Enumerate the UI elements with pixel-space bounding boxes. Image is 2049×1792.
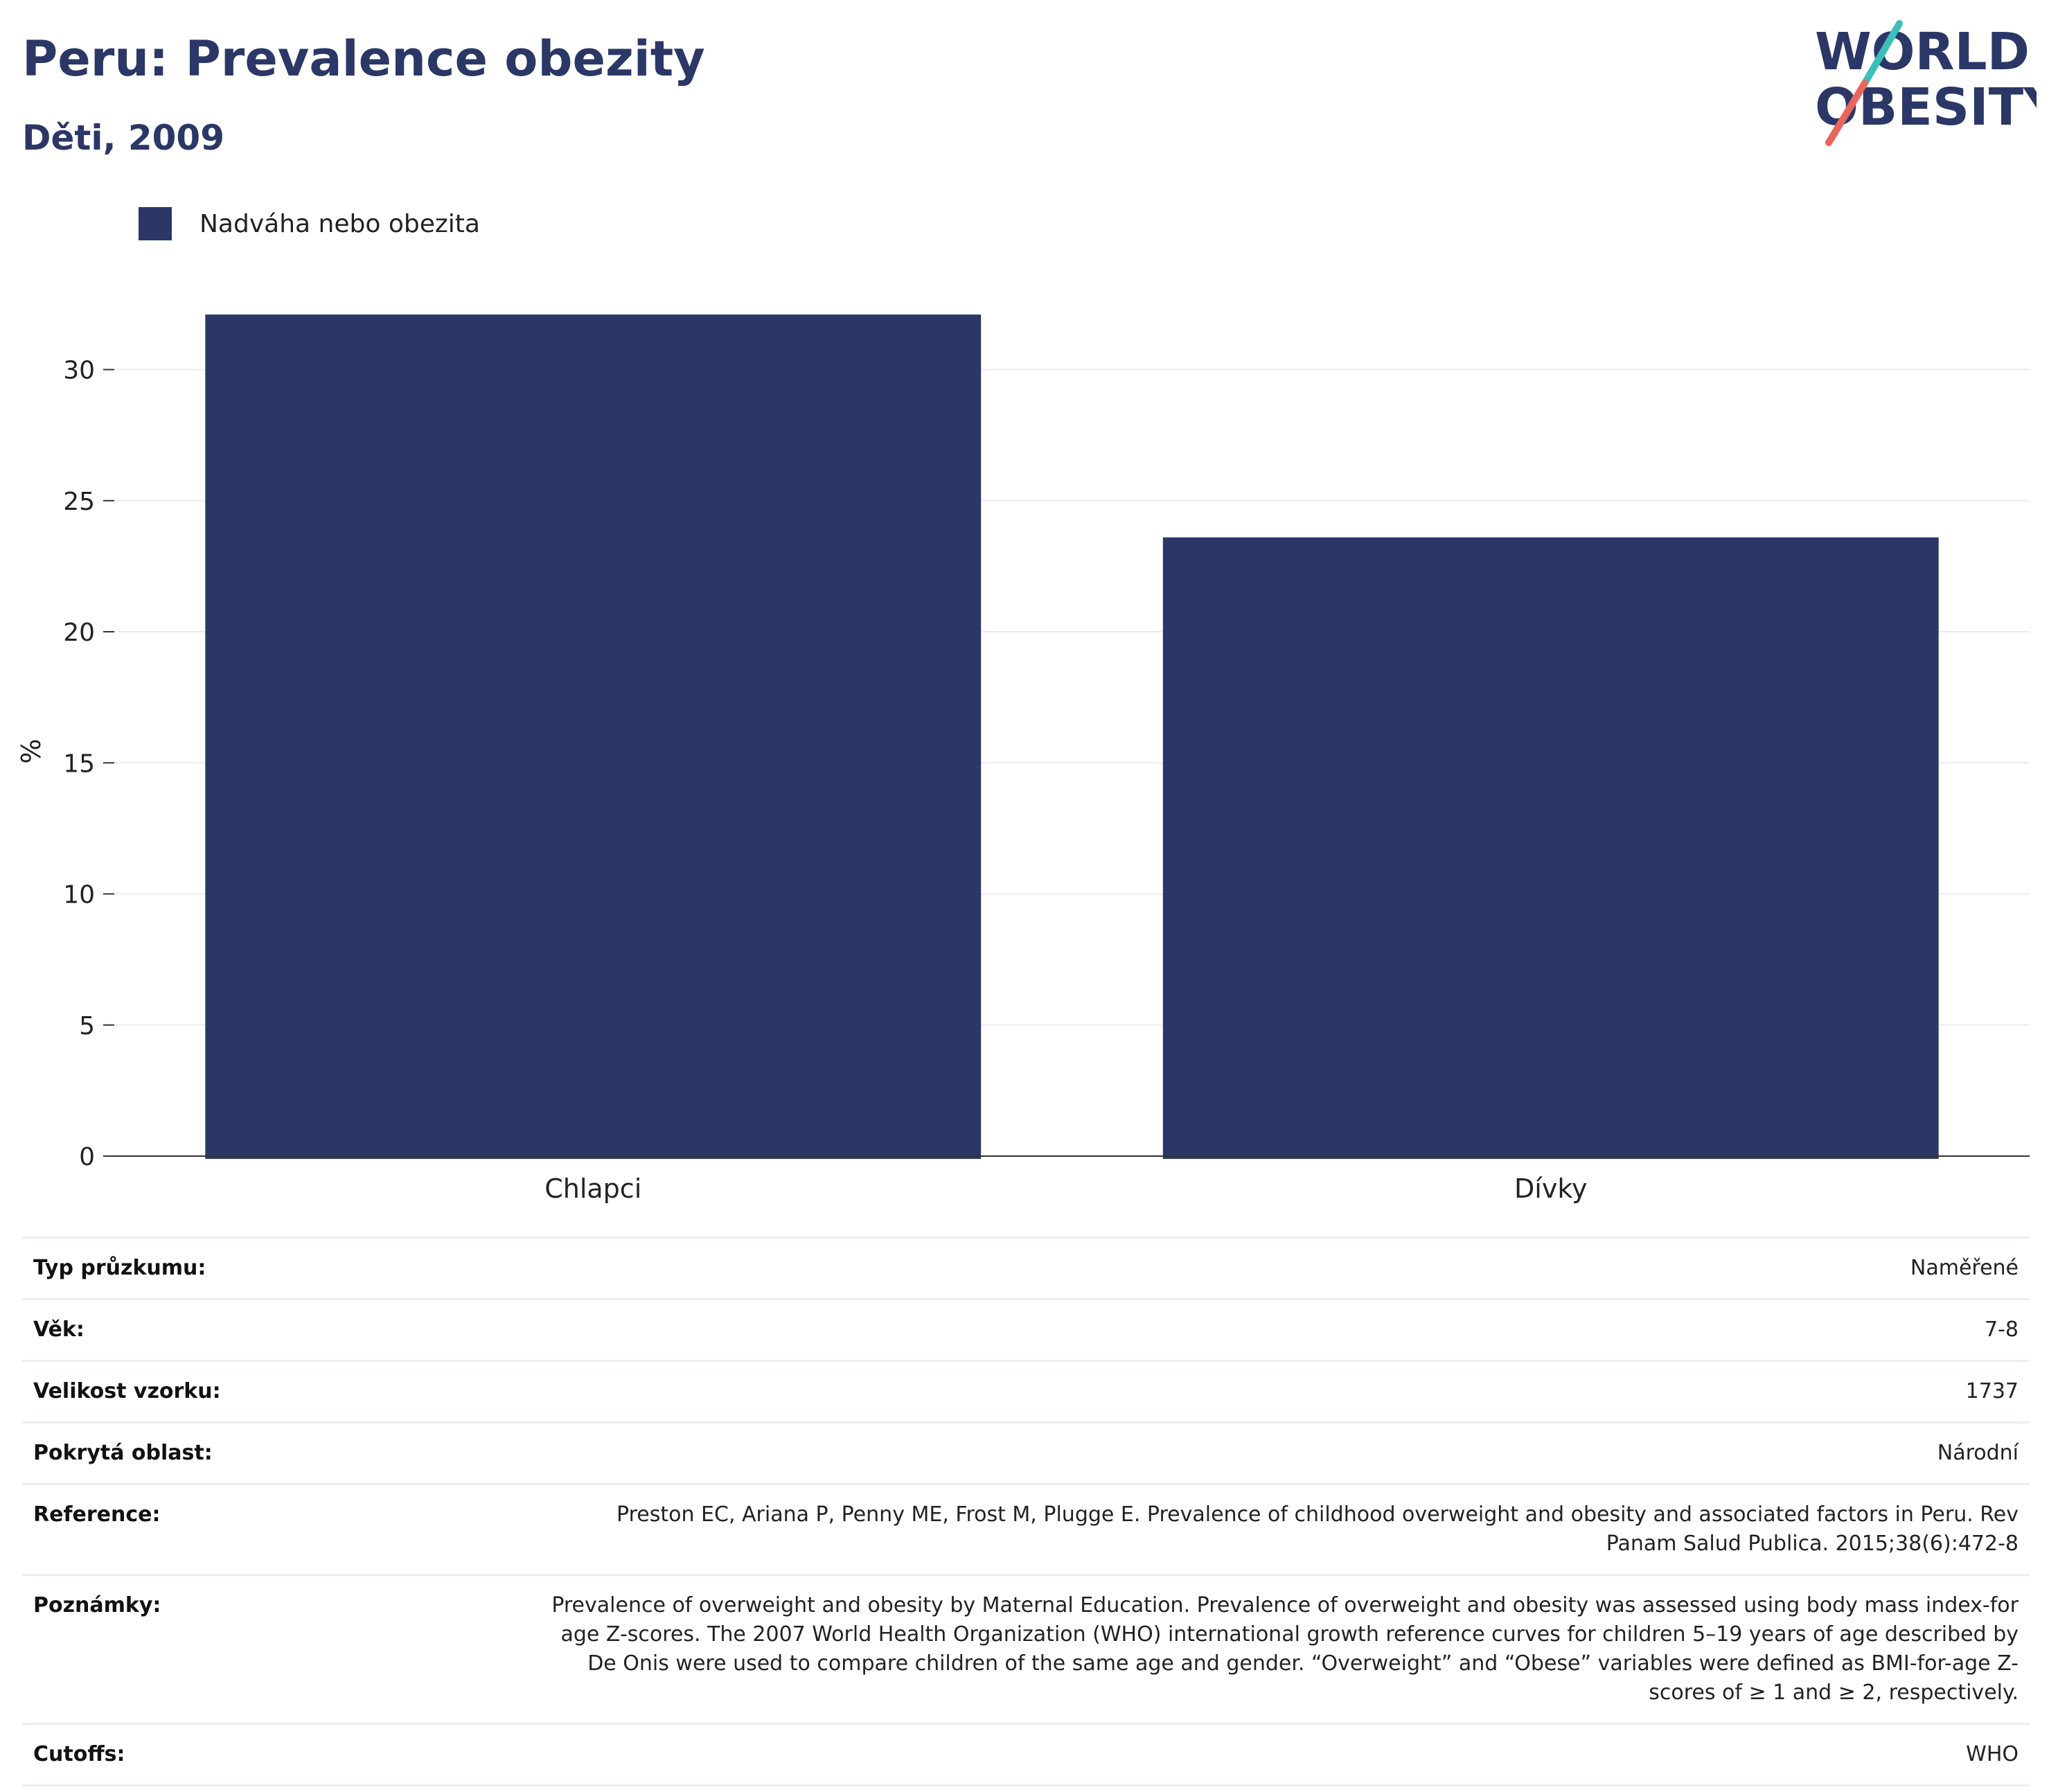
logo-text-world: WORLD — [1815, 22, 2030, 82]
y-tick-label: 30 — [63, 357, 95, 385]
info-value: 7-8 — [1985, 1318, 2019, 1342]
info-label: Poznámky: — [33, 1593, 161, 1617]
y-tick-label: 15 — [63, 749, 95, 778]
legend[interactable]: Nadváha nebo obezita — [139, 206, 480, 241]
y-tick-label: 25 — [63, 488, 95, 516]
info-label: Věk: — [33, 1318, 85, 1342]
info-value: Prevalence of overweight and obesity by … — [551, 1593, 2019, 1705]
info-row: Věk: 7-8 — [22, 1299, 2030, 1361]
info-value: 1737 — [1965, 1379, 2019, 1403]
page-subtitle: Děti, 2009 — [22, 118, 225, 158]
info-value: WHO — [1966, 1742, 2019, 1766]
info-value: Národní — [1937, 1441, 2019, 1465]
info-label: Cutoffs: — [33, 1742, 125, 1766]
info-row: Pokrytá oblast: Národní — [22, 1422, 2030, 1484]
info-label: Reference: — [33, 1502, 161, 1527]
world-obesity-logo: WORLD OBESITY — [1815, 20, 2037, 146]
y-axis-title: % — [16, 738, 46, 763]
bar-2[interactable] — [1162, 537, 1939, 1159]
info-row: Reference: Preston EC, Ariana P, Penny ME… — [22, 1484, 2030, 1575]
x-axis-ticks: Chlapci Dívky — [544, 1173, 1587, 1204]
info-label: Pokrytá oblast: — [33, 1441, 213, 1465]
info-label: Velikost vzorku: — [33, 1379, 221, 1403]
info-value: Naměřené — [1910, 1256, 2019, 1280]
x-tick-label: Chlapci — [544, 1173, 641, 1204]
bars — [205, 314, 1939, 1160]
bar-1[interactable] — [205, 314, 982, 1160]
info-label: Typ průzkumu: — [33, 1256, 206, 1280]
x-tick-label: Dívky — [1514, 1173, 1587, 1204]
y-tick-label: 20 — [63, 619, 95, 647]
legend-swatch — [139, 207, 172, 240]
info-row: Velikost vzorku: 1737 — [22, 1360, 2030, 1423]
logo-slash-red — [1825, 80, 1868, 146]
y-axis-ticks: 0 5 10 15 20 25 30 — [63, 357, 114, 1171]
y-tick-label: 5 — [79, 1012, 95, 1040]
bar-chart: 0 5 10 15 20 25 30 Chlapci Dívky % — [16, 314, 2030, 1204]
info-row: Cutoffs: WHO — [22, 1723, 2030, 1786]
logo-slash-teal — [1861, 20, 1903, 87]
info-row: Poznámky: Prevalence of overweight and ob… — [22, 1574, 2030, 1724]
info-row: Typ průzkumu: Naměřené — [22, 1237, 2030, 1299]
page-title: Peru: Prevalence obezity — [22, 30, 705, 87]
info-table: Typ průzkumu: Naměřené Věk: 7-8 Velikost vzo… — [22, 1236, 2030, 1786]
y-tick-label: 0 — [79, 1143, 95, 1171]
info-value: Preston EC, Ariana P, Penny ME, Frost M,… — [617, 1502, 2019, 1556]
y-tick-label: 10 — [63, 881, 95, 910]
legend-label: Nadváha nebo obezita — [199, 209, 480, 238]
